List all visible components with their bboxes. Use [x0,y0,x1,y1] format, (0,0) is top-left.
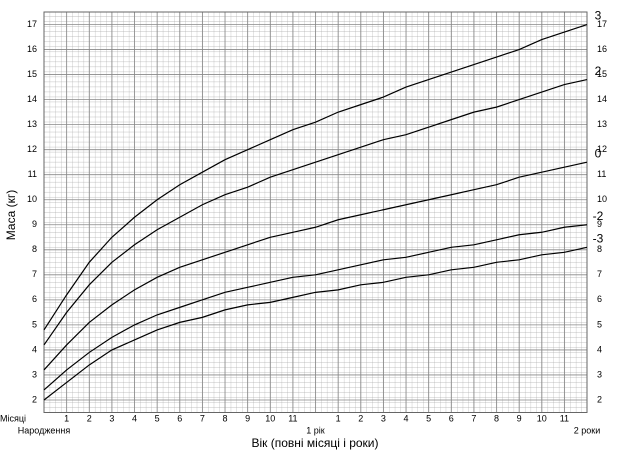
series-label: 0 [595,146,602,160]
y-tick-label: 8 [32,244,37,254]
x-tick-label: 11 [560,413,569,423]
y-tick-label: 6 [32,294,37,304]
series-line [43,161,588,371]
x-tick-label: 4 [403,413,408,423]
y-tick-label-right: 14 [597,94,607,104]
y-tick-label-right: 10 [597,194,607,204]
x-tick-label: 10 [265,413,275,423]
x-tick-label: 1 [64,413,69,423]
x-tick-label: 7 [471,413,476,423]
y-tick-label: 17 [27,19,37,29]
x-tick-label: 2 роки [574,425,600,435]
x-tick-label: 4 [132,413,137,423]
x-tick-label: 7 [200,413,205,423]
series-label: -3 [593,231,604,245]
plot-frame [43,11,588,413]
series-line [43,224,588,391]
y-tick-label: 11 [28,169,37,179]
x-tick-label: 2 [358,413,363,423]
y-tick-label-right: 3 [597,369,602,379]
x-tick-label: 6 [449,413,454,423]
month-label: Місяці [0,413,26,423]
series-label: 3 [595,9,602,23]
y-tick-label: 3 [32,369,37,379]
y-tick-label-right: 6 [597,294,602,304]
x-tick-label: 10 [537,413,547,423]
y-tick-label: 14 [27,94,37,104]
series-line [43,23,588,331]
y-tick-label: 10 [27,194,37,204]
y-tick-label: 13 [27,119,37,129]
y-tick-label-right: 12 [597,144,607,154]
x-tick-label: 6 [177,413,182,423]
y-tick-label-right: 11 [597,169,606,179]
x-tick-label: 5 [155,413,160,423]
x-tick-label: 8 [222,413,227,423]
y-tick-label: 2 [32,394,37,404]
x-tick-label: 2 [87,413,92,423]
series-label: -2 [593,209,604,223]
series-line [43,78,588,346]
y-tick-label: 16 [27,44,37,54]
x-tick-label: 1 [336,413,341,423]
x-tick-label: 5 [426,413,431,423]
y-tick-label-right: 16 [597,44,607,54]
x-tick-label: 8 [494,413,499,423]
x-tick-label: 3 [109,413,114,423]
series-label: 2 [595,64,602,78]
x-axis-title: Вік (повні місяці і роки) [251,436,378,450]
y-tick-label-right: 9 [597,219,602,229]
x-tick-label: 1 рік [306,425,325,435]
y-tick-label-right: 5 [597,319,602,329]
y-tick-label-right: 2 [597,394,602,404]
y-axis-title: Маса (кг) [4,190,18,240]
y-tick-label-right: 15 [597,69,607,79]
y-tick-label: 4 [32,344,37,354]
y-tick-label-right: 4 [597,344,602,354]
y-tick-label-right: 7 [597,269,602,279]
x-tick-label: 3 [381,413,386,423]
y-tick-label: 5 [32,319,37,329]
x-tick-label: 11 [288,413,297,423]
y-tick-label: 15 [27,69,37,79]
y-tick-label-right: 8 [597,244,602,254]
grid [43,12,588,413]
series-line [43,246,588,401]
x-tick-label: Народження [18,425,71,435]
y-tick-label-right: 13 [597,119,607,129]
y-tick-label: 7 [32,269,37,279]
y-tick-label-right: 17 [597,19,607,29]
x-tick-label: 9 [245,413,250,423]
y-tick-label: 12 [27,144,37,154]
x-tick-label: 9 [517,413,522,423]
y-tick-label: 9 [32,219,37,229]
